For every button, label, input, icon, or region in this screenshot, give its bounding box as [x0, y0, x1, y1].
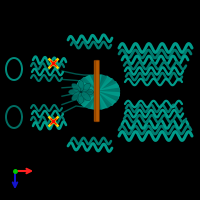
Polygon shape [98, 84, 119, 92]
Polygon shape [98, 92, 118, 102]
Ellipse shape [78, 80, 84, 91]
Polygon shape [77, 92, 96, 104]
Ellipse shape [72, 92, 80, 101]
FancyBboxPatch shape [96, 60, 99, 122]
Ellipse shape [82, 92, 90, 101]
Polygon shape [97, 75, 107, 91]
Polygon shape [90, 93, 97, 109]
FancyBboxPatch shape [94, 60, 99, 122]
Polygon shape [90, 75, 97, 91]
Polygon shape [97, 92, 115, 105]
Polygon shape [95, 75, 101, 91]
Polygon shape [97, 76, 112, 91]
Polygon shape [98, 82, 118, 92]
Polygon shape [97, 93, 112, 108]
Polygon shape [84, 76, 97, 91]
Polygon shape [95, 93, 101, 109]
Polygon shape [98, 92, 119, 98]
Ellipse shape [68, 89, 80, 95]
Polygon shape [98, 92, 119, 100]
Polygon shape [84, 93, 97, 108]
Polygon shape [98, 86, 119, 92]
Polygon shape [98, 90, 119, 96]
Polygon shape [77, 80, 96, 92]
Polygon shape [97, 93, 107, 109]
Polygon shape [80, 77, 97, 92]
Ellipse shape [72, 83, 80, 92]
Ellipse shape [82, 83, 90, 92]
Polygon shape [98, 88, 119, 94]
Ellipse shape [78, 92, 84, 104]
Ellipse shape [82, 89, 93, 95]
Polygon shape [97, 79, 115, 92]
Polygon shape [80, 92, 97, 107]
